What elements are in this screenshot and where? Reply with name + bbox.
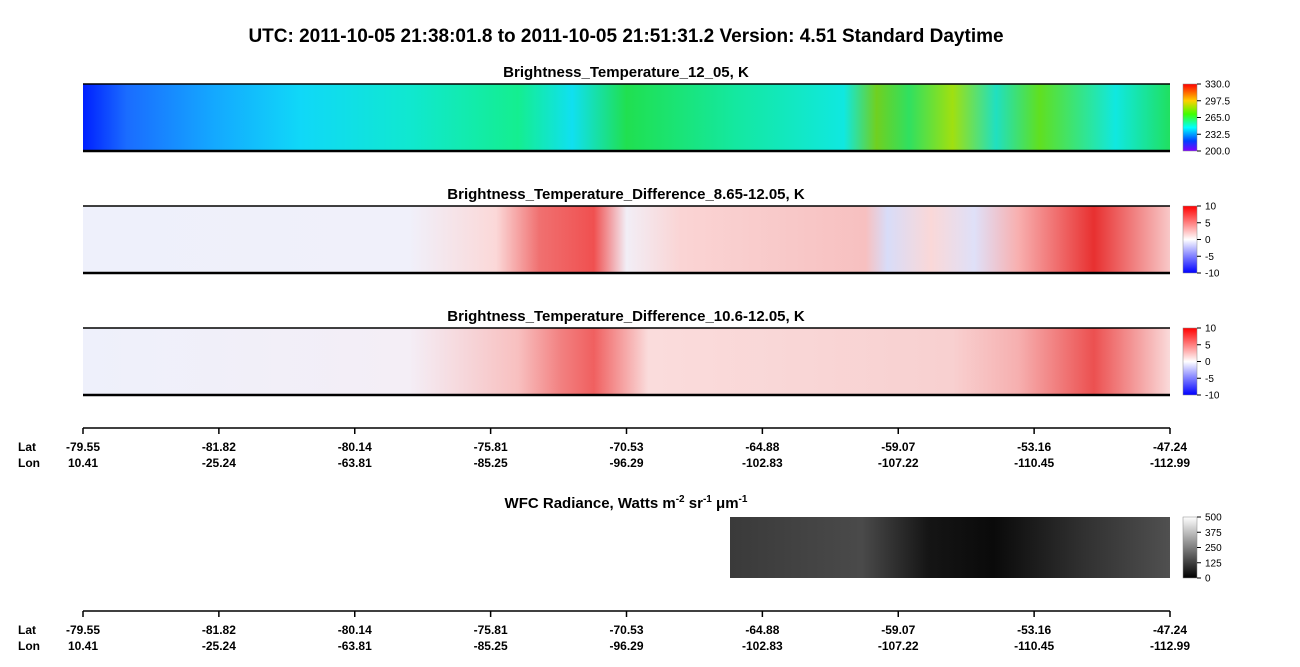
lon-tick-label: -25.24 [202,456,236,470]
lat-tick-label: -47.24 [1153,440,1187,454]
lon-tick-label: -107.22 [878,639,919,653]
lat-tick-label: -81.82 [202,623,236,637]
lat-tick-label: -81.82 [202,440,236,454]
colorbar-label: -5 [1205,374,1214,385]
lat-tick-label: -80.14 [338,440,372,454]
lon-tick-label: -96.29 [609,639,643,653]
colorbar-label: 500 [1205,513,1222,524]
lon-tick-label: -25.24 [202,639,236,653]
colorbar [1182,516,1198,579]
lat-tick-label: -79.55 [66,440,100,454]
lat-tick-label: -75.81 [474,440,508,454]
colorbar-label: -5 [1205,252,1214,263]
colorbar-label: -10 [1205,269,1220,280]
lon-tick-label: -102.83 [742,456,783,470]
lon-label: Lon [18,639,40,653]
lon-label: Lon [18,456,40,470]
colorbar-label: -10 [1205,391,1220,402]
lon-tick-label: -96.29 [609,456,643,470]
lat-label: Lat [18,623,36,637]
lat-tick-label: -59.07 [881,623,915,637]
colorbar-label: 330.0 [1205,80,1230,91]
colorbar [1182,83,1198,152]
panel-title: Brightness_Temperature_Difference_10.6-1… [447,308,805,325]
colorbar-label: 125 [1205,558,1222,569]
lon-tick-label: -85.25 [474,639,508,653]
colorbar-label: 5 [1205,340,1211,351]
heatmap [83,84,1170,151]
colorbar [1182,327,1198,396]
lon-tick-label: 10.41 [68,639,98,653]
lat-tick-label: -59.07 [881,440,915,454]
colorbar-label: 0 [1205,235,1211,246]
lat-tick-label: -75.81 [474,623,508,637]
lon-tick-label: -110.45 [1014,456,1054,470]
wfc-image [730,517,1170,578]
colorbar-label: 0 [1205,357,1211,368]
colorbar-label: 10 [1205,324,1217,335]
lat-label: Lat [18,440,36,454]
lat-tick-label: -47.24 [1153,623,1187,637]
lon-tick-label: -85.25 [474,456,508,470]
lon-tick-label: -112.99 [1150,456,1190,470]
colorbar-label: 250 [1205,543,1222,554]
heatmap [83,206,1170,273]
colorbar-label: 265.0 [1205,113,1230,124]
lat-tick-label: -64.88 [745,440,779,454]
colorbar-label: 10 [1205,202,1217,213]
panel-title: Brightness_Temperature_Difference_8.65-1… [447,186,805,203]
colorbar-label: 232.5 [1205,130,1230,141]
heatmap [83,328,1170,395]
colorbar-label: 297.5 [1205,96,1230,107]
lat-tick-label: -53.16 [1017,623,1051,637]
lat-tick-label: -70.53 [609,623,643,637]
lat-tick-label: -70.53 [609,440,643,454]
lon-tick-label: -112.99 [1150,639,1190,653]
colorbar-label: 200.0 [1205,147,1230,158]
panel-title: Brightness_Temperature_12_05, K [503,64,749,81]
lon-tick-label: -110.45 [1014,639,1054,653]
wfc-title: WFC Radiance, Watts m-2 sr-1 μm-1 [505,494,748,512]
lon-tick-label: 10.41 [68,456,98,470]
colorbar [1182,205,1198,274]
lon-tick-label: -63.81 [338,639,372,653]
colorbar-label: 375 [1205,528,1222,539]
colorbar-label: 5 [1205,218,1211,229]
lat-tick-label: -53.16 [1017,440,1051,454]
main-title: UTC: 2011-10-05 21:38:01.8 to 2011-10-05… [248,26,1003,47]
lat-tick-label: -79.55 [66,623,100,637]
lon-tick-label: -107.22 [878,456,919,470]
lat-tick-label: -80.14 [338,623,372,637]
lat-tick-label: -64.88 [745,623,779,637]
lon-tick-label: -102.83 [742,639,783,653]
lon-tick-label: -63.81 [338,456,372,470]
colorbar-label: 0 [1205,574,1211,585]
